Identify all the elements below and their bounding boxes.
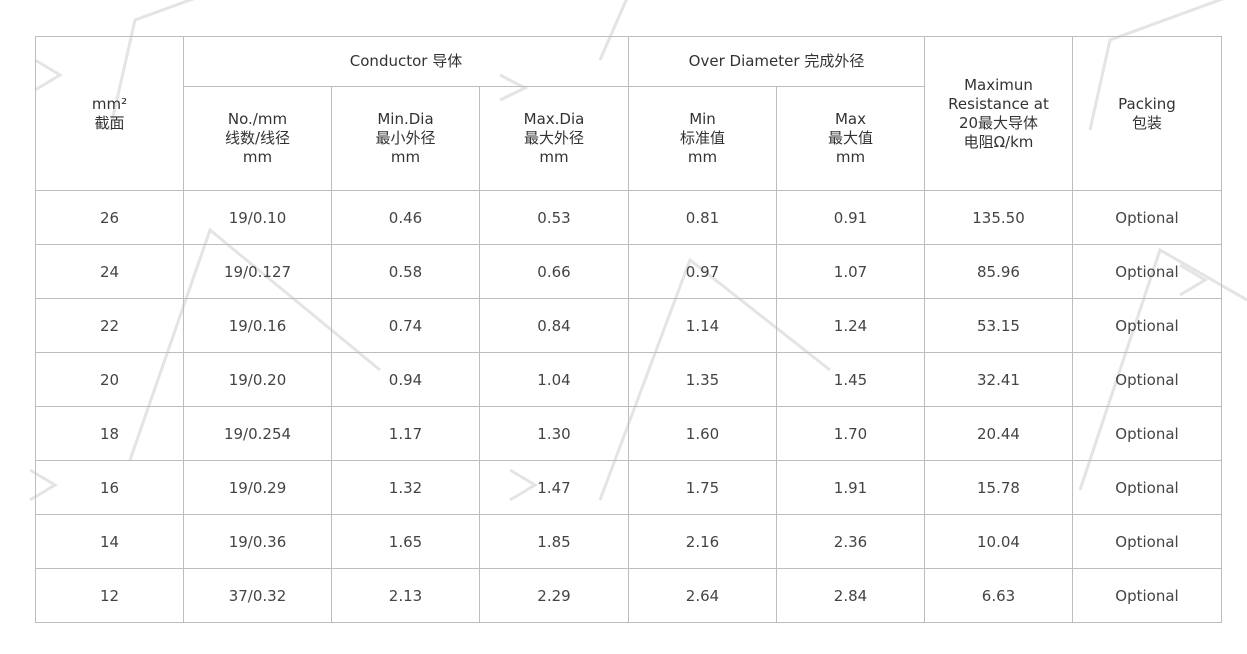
table-cell: Optional bbox=[1072, 298, 1222, 353]
table-cell: 1.91 bbox=[776, 460, 925, 515]
table-row: 12 37/0.32 2.13 2.29 2.64 2.84 6.63 Optional bbox=[35, 568, 1222, 623]
table-row: 16 19/0.29 1.32 1.47 1.75 1.91 15.78 Optional bbox=[35, 460, 1222, 515]
subheader-cell: No./mm 线数/线径 mm bbox=[183, 86, 332, 191]
table-cell: 1.70 bbox=[776, 406, 925, 461]
table-cell: 26 bbox=[35, 190, 184, 245]
table-cell: 19/0.36 bbox=[183, 514, 332, 569]
table-cell: Optional bbox=[1072, 190, 1222, 245]
table-cell: 2.36 bbox=[776, 514, 925, 569]
subheader-cell: Min.Dia 最小外径 mm bbox=[331, 86, 480, 191]
table-cell: 19/0.10 bbox=[183, 190, 332, 245]
table-row: 22 19/0.16 0.74 0.84 1.14 1.24 53.15 Optional bbox=[35, 298, 1222, 353]
table-cell: 85.96 bbox=[924, 244, 1073, 299]
table-cell: 20 bbox=[35, 352, 184, 407]
header-over-diameter: Over Diameter 完成外径 bbox=[628, 36, 925, 87]
table-cell: 0.58 bbox=[331, 244, 480, 299]
table-row: 18 19/0.254 1.17 1.30 1.60 1.70 20.44 Optional bbox=[35, 406, 1222, 461]
table-row: 20 19/0.20 0.94 1.04 1.35 1.45 32.41 Optional bbox=[35, 352, 1222, 407]
table-cell: Optional bbox=[1072, 568, 1222, 623]
table-cell: Optional bbox=[1072, 514, 1222, 569]
subheader-cell: Min 标准值 mm bbox=[628, 86, 777, 191]
table-cell: 1.45 bbox=[776, 352, 925, 407]
table-cell: 1.07 bbox=[776, 244, 925, 299]
table-cell: Optional bbox=[1072, 244, 1222, 299]
table-cell: 0.91 bbox=[776, 190, 925, 245]
table-cell: 20.44 bbox=[924, 406, 1073, 461]
table-cell: 19/0.16 bbox=[183, 298, 332, 353]
table-cell: 22 bbox=[35, 298, 184, 353]
header-area: mm² 截面 bbox=[35, 36, 184, 191]
table-row: 14 19/0.36 1.65 1.85 2.16 2.36 10.04 Optional bbox=[35, 514, 1222, 569]
table-cell: 16 bbox=[35, 460, 184, 515]
table-cell: 1.60 bbox=[628, 406, 777, 461]
table-cell: 2.16 bbox=[628, 514, 777, 569]
table-cell: 2.84 bbox=[776, 568, 925, 623]
table-cell: 24 bbox=[35, 244, 184, 299]
table-cell: 1.75 bbox=[628, 460, 777, 515]
header-resistance: Maximun Resistance at 20最大导体 电阻Ω/km bbox=[924, 36, 1073, 191]
subheader-cell: Max 最大值 mm bbox=[776, 86, 925, 191]
table-cell: 19/0.20 bbox=[183, 352, 332, 407]
table-cell: 1.17 bbox=[331, 406, 480, 461]
table-cell: Optional bbox=[1072, 460, 1222, 515]
table-cell: 19/0.127 bbox=[183, 244, 332, 299]
table-cell: 0.53 bbox=[479, 190, 629, 245]
table-cell: 1.85 bbox=[479, 514, 629, 569]
table-cell: 0.66 bbox=[479, 244, 629, 299]
table-cell: 1.14 bbox=[628, 298, 777, 353]
table-cell: Optional bbox=[1072, 406, 1222, 461]
table-cell: 0.94 bbox=[331, 352, 480, 407]
table-cell: 1.30 bbox=[479, 406, 629, 461]
header-conductor: Conductor 导体 bbox=[183, 36, 629, 87]
table-cell: 1.04 bbox=[479, 352, 629, 407]
table-cell: 2.64 bbox=[628, 568, 777, 623]
table-cell: 19/0.29 bbox=[183, 460, 332, 515]
table-row: 26 19/0.10 0.46 0.53 0.81 0.91 135.50 Optional bbox=[35, 190, 1222, 245]
table-cell: 37/0.32 bbox=[183, 568, 332, 623]
table-row: 24 19/0.127 0.58 0.66 0.97 1.07 85.96 Optional bbox=[35, 244, 1222, 299]
table-cell: 19/0.254 bbox=[183, 406, 332, 461]
table-cell: 1.47 bbox=[479, 460, 629, 515]
table-cell: 0.84 bbox=[479, 298, 629, 353]
table-cell: 1.65 bbox=[331, 514, 480, 569]
cable-spec-table: mm² 截面 Conductor 导体 Over Diameter 完成外径 Ma… bbox=[35, 36, 1222, 623]
table-cell: 14 bbox=[35, 514, 184, 569]
header-packing: Packing 包装 bbox=[1072, 36, 1222, 191]
table-cell: Optional bbox=[1072, 352, 1222, 407]
table-cell: 1.32 bbox=[331, 460, 480, 515]
table-cell: 10.04 bbox=[924, 514, 1073, 569]
subheader-cell: Max.Dia 最大外径 mm bbox=[479, 86, 629, 191]
table-cell: 15.78 bbox=[924, 460, 1073, 515]
table-cell: 2.29 bbox=[479, 568, 629, 623]
table-cell: 18 bbox=[35, 406, 184, 461]
table-cell: 1.24 bbox=[776, 298, 925, 353]
table-cell: 0.74 bbox=[331, 298, 480, 353]
table-cell: 0.46 bbox=[331, 190, 480, 245]
table-cell: 135.50 bbox=[924, 190, 1073, 245]
table-cell: 12 bbox=[35, 568, 184, 623]
table-cell: 0.97 bbox=[628, 244, 777, 299]
table-cell: 53.15 bbox=[924, 298, 1073, 353]
table-cell: 32.41 bbox=[924, 352, 1073, 407]
table-cell: 6.63 bbox=[924, 568, 1073, 623]
table-cell: 1.35 bbox=[628, 352, 777, 407]
table-cell: 0.81 bbox=[628, 190, 777, 245]
table-cell: 2.13 bbox=[331, 568, 480, 623]
